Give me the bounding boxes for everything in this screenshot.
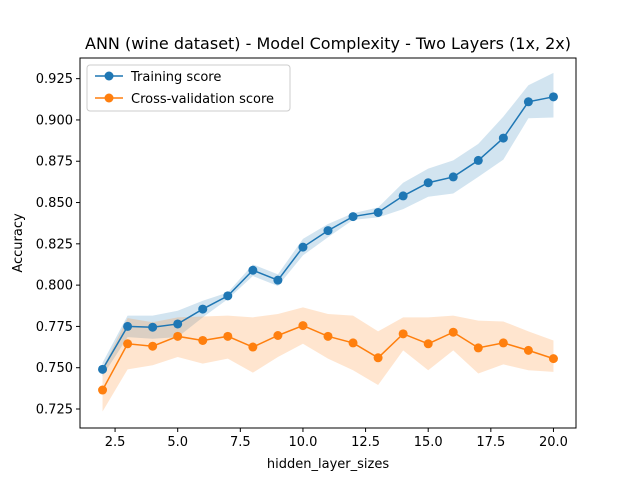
- cv-score-point: [173, 331, 183, 341]
- y-tick-label: 0.750: [36, 361, 73, 376]
- cv-score-point: [398, 329, 408, 339]
- training-score-point: [198, 304, 208, 314]
- legend-training-marker: [104, 71, 114, 81]
- training-score-point: [398, 191, 408, 201]
- cv-score-point: [373, 353, 383, 363]
- y-tick-label: 0.775: [36, 320, 73, 335]
- y-tick-label: 0.825: [36, 237, 73, 252]
- series-points: [98, 92, 558, 395]
- cv-score-point: [223, 331, 233, 341]
- legend: Training score Cross-validation score: [86, 64, 291, 112]
- legend-cv-label: Cross-validation score: [131, 92, 274, 107]
- training-score-point: [123, 321, 133, 331]
- training-score-point: [448, 172, 458, 182]
- chart-title: ANN (wine dataset) - Model Complexity - …: [85, 34, 571, 53]
- x-tick-label: 20.0: [539, 435, 568, 450]
- training-score-point: [348, 212, 358, 222]
- cv-score-point: [348, 338, 358, 348]
- training-score-point: [498, 133, 508, 143]
- cv-score-point: [548, 354, 558, 364]
- y-tick-label: 0.725: [36, 403, 73, 418]
- axes-frame: [79, 57, 577, 429]
- training-score-point: [273, 275, 283, 285]
- cv-score-point: [248, 342, 258, 352]
- y-axis-ticks: 0.725 0.750 0.775 0.800 0.825 0.850 0.875 0.900…: [36, 72, 80, 418]
- cv-score-point: [148, 341, 158, 351]
- y-tick-label: 0.800: [36, 279, 73, 294]
- training-score-point: [248, 265, 258, 275]
- training-score-point: [223, 291, 233, 301]
- cv-score-point: [298, 321, 308, 331]
- cv-score-point: [123, 339, 133, 349]
- cv-score-point: [98, 385, 108, 395]
- x-tick-label: 15.0: [414, 435, 443, 450]
- x-tick-label: 7.5: [230, 435, 251, 450]
- confidence-bands: [102, 72, 554, 412]
- cv-score-point: [198, 335, 208, 345]
- training-score-point: [298, 242, 308, 252]
- cv-score-point: [273, 331, 283, 340]
- legend-box: [86, 64, 291, 112]
- training-score-point: [473, 155, 483, 165]
- y-tick-label: 0.900: [36, 113, 73, 128]
- cv-score-point: [323, 331, 333, 341]
- y-tick-label: 0.850: [36, 196, 73, 211]
- y-axis-label: Accuracy: [11, 213, 26, 273]
- training-score-point: [548, 92, 558, 102]
- training-score-point: [373, 207, 383, 217]
- training-score-point: [323, 226, 333, 236]
- x-axis-ticks: 2.5 5.0 7.5 10.0 12.5 15.0 17.5 20.0: [105, 428, 568, 450]
- cv-score-point: [423, 339, 433, 349]
- x-tick-label: 12.5: [351, 435, 380, 450]
- cv-score-point: [498, 338, 508, 348]
- plot-area: [79, 57, 577, 429]
- legend-cv-marker: [104, 93, 114, 103]
- training-score-point: [423, 178, 433, 188]
- legend-training-label: Training score: [130, 70, 221, 85]
- cv-score-band: [102, 307, 554, 412]
- x-tick-label: 2.5: [105, 435, 126, 450]
- cv-score-point: [523, 345, 533, 355]
- training-score-point: [173, 319, 183, 329]
- x-tick-label: 5.0: [167, 435, 188, 450]
- training-score-band: [102, 72, 554, 376]
- x-tick-label: 10.0: [288, 435, 317, 450]
- cv-score-point: [473, 343, 483, 353]
- x-axis-label: hidden_layer_sizes: [267, 457, 389, 472]
- cv-score-point: [448, 327, 458, 337]
- training-score-point: [523, 97, 533, 107]
- training-score-point: [98, 364, 108, 374]
- x-tick-label: 17.5: [476, 435, 505, 450]
- y-tick-label: 0.925: [36, 72, 73, 87]
- training-score-point: [148, 322, 158, 332]
- y-tick-label: 0.875: [36, 155, 73, 170]
